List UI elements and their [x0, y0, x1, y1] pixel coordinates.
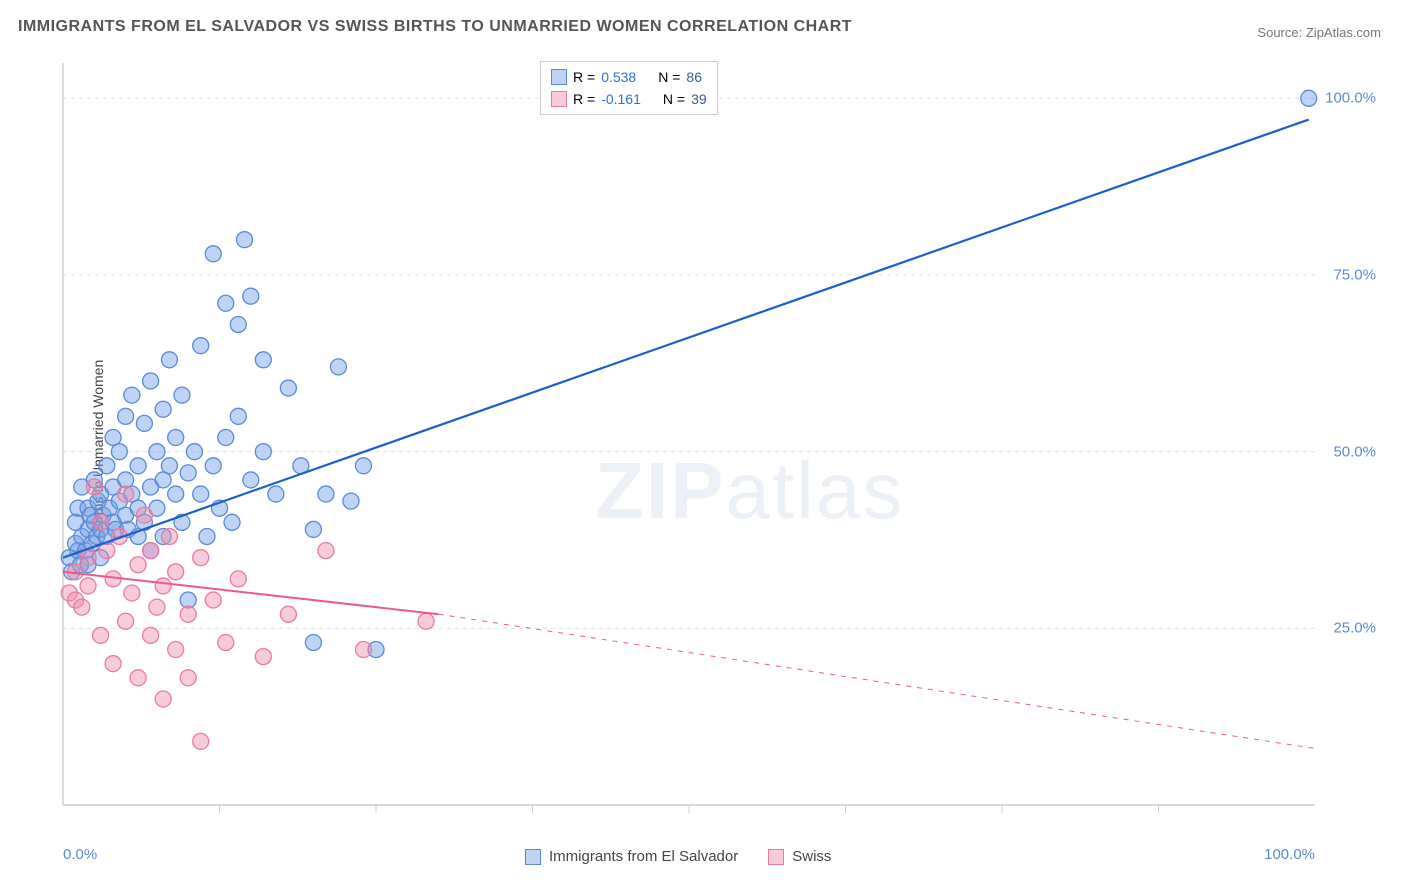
- n-label: N =: [663, 88, 685, 110]
- y-tick-label: 100.0%: [1325, 90, 1376, 107]
- legend-label: Swiss: [792, 848, 831, 865]
- x-tick-label: 100.0%: [1264, 846, 1315, 863]
- r-value: -0.161: [601, 88, 641, 110]
- correlation-legend: R = 0.538 N = 86 R = -0.161 N = 39: [540, 61, 718, 115]
- y-tick-label: 75.0%: [1333, 267, 1376, 284]
- n-value: 39: [691, 88, 707, 110]
- y-tick-label: 50.0%: [1333, 443, 1376, 460]
- series-legend: Immigrants from El Salvador Swiss: [525, 848, 831, 865]
- correlation-scatter-chart: ZIPatlas R = 0.538N = 86R = -0.161N = 39…: [55, 55, 1380, 835]
- legend-swatch: [551, 69, 567, 85]
- r-label: R =: [573, 66, 595, 88]
- x-tick-label: 0.0%: [63, 846, 97, 863]
- legend-swatch: [551, 91, 567, 107]
- source-attribution: Source: ZipAtlas.com: [1257, 25, 1381, 40]
- legend-label: Immigrants from El Salvador: [549, 848, 738, 865]
- legend-item: Swiss: [768, 848, 831, 865]
- legend-swatch: [768, 849, 784, 865]
- chart-title: IMMIGRANTS FROM EL SALVADOR VS SWISS BIR…: [18, 18, 852, 36]
- legend-swatch: [525, 849, 541, 865]
- r-label: R =: [573, 88, 595, 110]
- source-value: ZipAtlas.com: [1306, 25, 1381, 40]
- chart-svg: [55, 55, 1380, 835]
- n-label: N =: [658, 66, 680, 88]
- r-value: 0.538: [601, 66, 636, 88]
- n-value: 86: [686, 66, 702, 88]
- y-tick-label: 25.0%: [1333, 620, 1376, 637]
- legend-row: R = -0.161 N = 39: [551, 88, 707, 110]
- legend-row: R = 0.538 N = 86: [551, 66, 707, 88]
- legend-item: Immigrants from El Salvador: [525, 848, 738, 865]
- source-label: Source:: [1257, 25, 1302, 40]
